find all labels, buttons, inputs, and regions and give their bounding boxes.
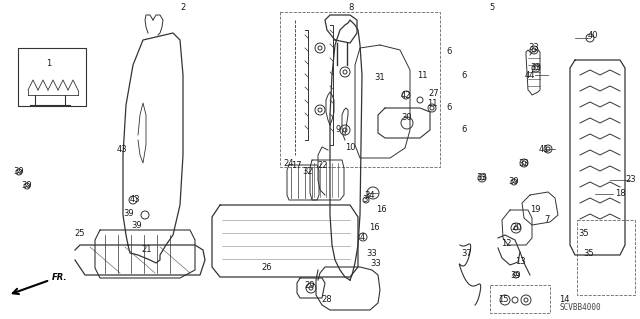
Text: 35: 35 bbox=[584, 249, 595, 257]
Text: 13: 13 bbox=[515, 257, 525, 266]
Text: 37: 37 bbox=[461, 249, 472, 257]
Text: 16: 16 bbox=[369, 224, 380, 233]
Text: 23: 23 bbox=[626, 175, 636, 184]
Text: 39: 39 bbox=[22, 182, 32, 190]
Text: 15: 15 bbox=[498, 294, 508, 303]
Text: 33: 33 bbox=[367, 249, 378, 257]
Text: 25: 25 bbox=[75, 229, 85, 239]
Bar bbox=[577, 220, 635, 295]
Bar bbox=[490, 285, 550, 313]
Bar bbox=[280, 12, 440, 167]
Text: 6: 6 bbox=[461, 70, 467, 79]
Text: 12: 12 bbox=[500, 239, 511, 248]
Text: 4: 4 bbox=[360, 233, 365, 241]
Text: 3: 3 bbox=[362, 195, 368, 204]
Text: 27: 27 bbox=[429, 88, 439, 98]
Text: 19: 19 bbox=[530, 205, 540, 214]
Text: 11: 11 bbox=[417, 70, 428, 79]
Text: 18: 18 bbox=[614, 189, 625, 198]
Text: 39: 39 bbox=[511, 271, 522, 279]
Text: 10: 10 bbox=[345, 144, 355, 152]
Text: 39: 39 bbox=[124, 209, 134, 218]
Text: SCVBB4000: SCVBB4000 bbox=[559, 303, 601, 313]
Text: 43: 43 bbox=[116, 145, 127, 154]
Text: 43: 43 bbox=[130, 196, 140, 204]
Text: 22: 22 bbox=[317, 160, 328, 169]
Text: 29: 29 bbox=[305, 280, 316, 290]
Text: 5: 5 bbox=[490, 4, 495, 12]
Text: 35: 35 bbox=[579, 229, 589, 239]
Text: 41: 41 bbox=[539, 145, 549, 153]
Text: 28: 28 bbox=[322, 294, 332, 303]
Text: 39: 39 bbox=[13, 167, 24, 176]
Text: 24: 24 bbox=[284, 159, 294, 167]
Text: FR.: FR. bbox=[52, 273, 67, 283]
Text: 44: 44 bbox=[525, 70, 535, 79]
Text: 17: 17 bbox=[291, 160, 301, 169]
Text: 6: 6 bbox=[446, 102, 452, 112]
Text: 32: 32 bbox=[303, 167, 314, 176]
Text: 33: 33 bbox=[531, 63, 541, 72]
Text: 39: 39 bbox=[132, 221, 142, 231]
Text: 6: 6 bbox=[461, 125, 467, 135]
Text: 8: 8 bbox=[348, 4, 354, 12]
Text: 7: 7 bbox=[544, 214, 550, 224]
Text: 21: 21 bbox=[141, 246, 152, 255]
Text: 30: 30 bbox=[402, 114, 412, 122]
Text: 20: 20 bbox=[512, 224, 522, 233]
Text: 33: 33 bbox=[518, 159, 529, 167]
Text: 33: 33 bbox=[477, 174, 488, 182]
Text: 9: 9 bbox=[335, 125, 340, 135]
Text: 1: 1 bbox=[46, 58, 52, 68]
Text: 33: 33 bbox=[529, 42, 540, 51]
Text: 6: 6 bbox=[446, 48, 452, 56]
Text: 42: 42 bbox=[401, 91, 412, 100]
Text: 2: 2 bbox=[180, 4, 186, 12]
Text: 11: 11 bbox=[427, 99, 437, 108]
Text: 33: 33 bbox=[371, 258, 381, 268]
Text: 39: 39 bbox=[509, 177, 519, 187]
Text: 34: 34 bbox=[365, 190, 375, 199]
Text: 26: 26 bbox=[262, 263, 272, 272]
Text: 16: 16 bbox=[376, 204, 387, 213]
Text: 14: 14 bbox=[559, 294, 569, 303]
Text: 31: 31 bbox=[374, 73, 385, 83]
Text: 40: 40 bbox=[588, 31, 598, 40]
